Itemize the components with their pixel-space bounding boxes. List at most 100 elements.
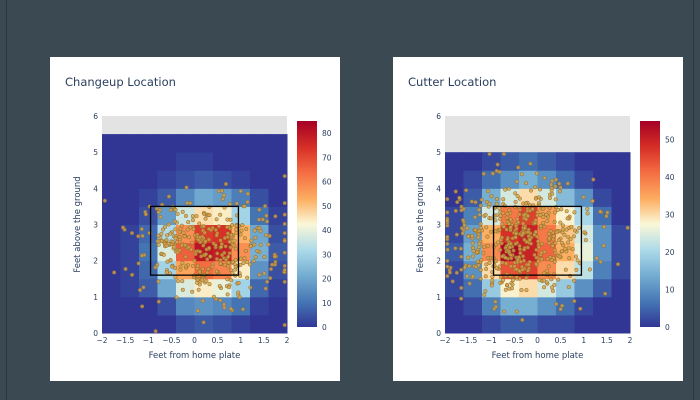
pitch-point <box>257 272 262 277</box>
heatmap-cell <box>445 206 464 225</box>
pitch-point <box>173 207 178 212</box>
pitch-point <box>515 193 520 199</box>
pitch-point <box>598 259 603 264</box>
pitch-point <box>553 210 558 215</box>
pitch-point <box>136 261 141 266</box>
heatmap-cell <box>213 314 232 334</box>
pitch-point <box>533 218 538 223</box>
pitch-point <box>498 210 503 215</box>
heatmap-cell <box>593 152 612 171</box>
pitch-point <box>558 307 563 312</box>
pitch-point <box>470 254 476 259</box>
pitch-point <box>566 246 571 251</box>
pitch-point <box>226 264 231 269</box>
pitch-point <box>206 226 212 231</box>
pitch-point <box>185 200 190 206</box>
pitch-point <box>503 261 509 266</box>
pitch-point <box>549 182 554 187</box>
pitch-point <box>445 274 450 279</box>
pitch-point <box>552 282 557 287</box>
pitch-point <box>482 244 487 249</box>
heatmap-cell <box>102 242 121 262</box>
pitch-point <box>205 270 210 275</box>
pitch-point <box>214 233 219 238</box>
heatmap-cell <box>463 314 483 334</box>
pitch-point <box>541 214 546 220</box>
pitch-point <box>214 217 219 222</box>
pitch-point <box>460 231 465 236</box>
pitch-point <box>514 309 519 314</box>
pitch-point <box>495 240 501 245</box>
pitch-point <box>174 295 179 300</box>
heatmap-cell <box>593 278 612 298</box>
heatmap-cell <box>556 170 575 189</box>
pitch-point <box>509 286 515 291</box>
pitch-point <box>236 290 241 295</box>
heatmap-cell <box>500 152 520 171</box>
pitch-point <box>223 244 228 249</box>
pitch-point <box>518 259 523 264</box>
pitch-point <box>535 239 541 244</box>
pitch-point <box>552 248 557 253</box>
pitch-point <box>180 279 185 284</box>
pitch-point <box>528 241 534 246</box>
heatmap-cell <box>556 296 575 316</box>
heatmap-cell <box>593 170 612 189</box>
pitch-point <box>459 285 464 290</box>
pitch-point <box>477 241 482 246</box>
heatmap-cell <box>139 314 158 334</box>
heatmap-cell <box>445 170 464 189</box>
pitch-point <box>208 254 213 259</box>
pitch-point <box>210 264 215 269</box>
heatmap-cell <box>463 296 483 316</box>
pitch-point <box>156 242 161 247</box>
pitch-point <box>140 304 145 309</box>
pitch-point <box>282 174 287 179</box>
heatmap-cell <box>519 314 538 334</box>
pitch-point <box>522 237 527 242</box>
pitch-point <box>518 207 523 212</box>
pitch-point <box>504 215 509 220</box>
heatmap-cell <box>120 170 140 189</box>
pitch-point <box>520 267 525 272</box>
heatmap-cell <box>268 170 288 189</box>
pitch-point <box>184 185 189 190</box>
pitch-point <box>495 162 500 167</box>
pitch-point <box>524 217 529 222</box>
pitch-point <box>253 255 258 260</box>
pitch-point <box>207 245 212 250</box>
heatmap-cell <box>574 278 594 298</box>
pitch-point <box>549 185 554 191</box>
pitch-point <box>493 304 498 309</box>
pitch-point <box>536 201 542 206</box>
pitch-point <box>168 208 174 213</box>
y-tick-label: 5 <box>436 148 441 157</box>
pitch-point <box>226 254 231 259</box>
pitch-point <box>218 258 223 263</box>
pitch-point <box>557 254 562 259</box>
pitch-point <box>233 267 238 272</box>
pitch-point <box>499 241 504 246</box>
heatmap-cell <box>268 224 288 244</box>
pitch-point <box>532 252 537 257</box>
pitch-point <box>200 266 205 271</box>
pitch-point <box>563 246 568 251</box>
heatmap-cell <box>611 224 631 244</box>
pitch-point <box>528 161 533 166</box>
pitch-point <box>251 259 256 264</box>
pitch-point <box>557 189 563 194</box>
pitch-point <box>459 208 464 213</box>
heatmap-cell <box>250 134 269 153</box>
pitch-point <box>560 223 566 228</box>
pitch-point <box>554 177 559 182</box>
pitch-point <box>502 309 507 314</box>
pitch-point <box>544 268 549 274</box>
pitch-point <box>130 272 135 277</box>
pitch-point <box>470 241 475 246</box>
pitch-point <box>182 234 187 239</box>
pitch-point <box>483 289 488 294</box>
pitch-point <box>494 202 499 207</box>
pitch-point <box>240 307 246 312</box>
pitch-point <box>467 263 472 269</box>
pitch-point <box>567 256 572 261</box>
